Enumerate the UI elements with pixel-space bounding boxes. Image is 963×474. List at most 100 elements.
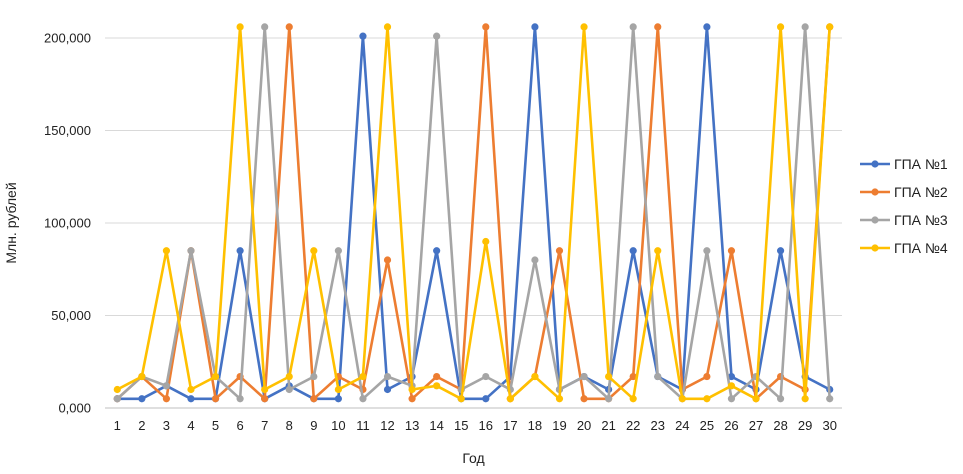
data-point (236, 247, 244, 255)
data-point (138, 395, 146, 403)
x-tick-label: 18 (528, 418, 542, 433)
y-tick-label: 200,000 (44, 31, 91, 46)
data-point (261, 385, 269, 394)
data-point (383, 23, 392, 31)
x-tick-label: 2 (138, 418, 145, 433)
legend-item: ГПА №4 (860, 240, 948, 256)
data-point (383, 256, 392, 264)
data-point (703, 395, 711, 403)
data-point (703, 247, 711, 255)
data-point (580, 395, 588, 403)
x-tick-label: 1 (114, 418, 121, 433)
series-line (116, 25, 832, 401)
data-point (580, 23, 588, 31)
data-point (187, 385, 195, 394)
x-tick-label: 15 (454, 418, 468, 433)
y-axis-ticks: 0,000 50,000 100,000 150,000 200,000 (44, 31, 91, 416)
data-point (334, 247, 342, 255)
data-point (531, 256, 539, 264)
y-tick-label: 50,000 (51, 308, 91, 323)
x-tick-label: 5 (212, 418, 219, 433)
data-point (555, 247, 564, 255)
data-point (482, 23, 490, 31)
data-point (359, 32, 367, 40)
data-point (261, 395, 269, 403)
data-point (629, 23, 637, 31)
x-tick-label: 24 (675, 418, 689, 433)
data-point (506, 395, 514, 403)
data-point (211, 372, 220, 381)
data-point (408, 385, 416, 394)
data-point (531, 372, 539, 381)
x-tick-label: 12 (380, 418, 394, 433)
data-point (285, 372, 293, 381)
data-point (113, 385, 121, 394)
data-point (482, 237, 490, 246)
x-tick-label: 17 (503, 418, 517, 433)
data-point (605, 372, 613, 381)
x-tick-label: 29 (798, 418, 812, 433)
data-point (162, 247, 171, 255)
series-2 (113, 23, 834, 403)
data-point (629, 247, 637, 255)
data-point (334, 395, 342, 403)
x-tick-label: 7 (261, 418, 268, 433)
x-tick-label: 25 (700, 418, 714, 433)
legend-label: ГПА №2 (894, 184, 948, 200)
data-point (629, 395, 637, 403)
data-point (187, 247, 195, 255)
x-tick-label: 23 (651, 418, 665, 433)
data-point (752, 395, 760, 403)
data-point (605, 395, 613, 403)
data-point (236, 395, 244, 403)
data-point (580, 372, 588, 381)
series-4 (113, 23, 834, 403)
data-point (310, 247, 318, 255)
data-point (826, 23, 834, 31)
data-point (776, 247, 785, 255)
data-point (654, 372, 662, 381)
x-tick-label: 10 (331, 418, 345, 433)
data-point (826, 395, 834, 403)
data-point (285, 23, 293, 31)
legend-item: ГПА №3 (860, 212, 948, 228)
y-axis-title: Млн. рублей (3, 182, 19, 263)
x-tick-label: 16 (479, 418, 493, 433)
x-tick-label: 11 (356, 418, 370, 433)
x-tick-label: 22 (626, 418, 640, 433)
x-axis-title: Год (462, 450, 484, 466)
data-point (211, 395, 220, 403)
data-point (433, 247, 441, 255)
x-tick-label: 21 (601, 418, 615, 433)
x-tick-label: 8 (286, 418, 293, 433)
x-tick-label: 14 (429, 418, 443, 433)
x-tick-label: 6 (236, 418, 243, 433)
data-point (433, 382, 441, 390)
data-point (236, 23, 244, 31)
data-point (162, 382, 171, 390)
x-tick-label: 9 (310, 418, 317, 433)
data-point (531, 23, 539, 31)
data-point (138, 372, 146, 381)
data-point (776, 395, 785, 403)
data-point (359, 372, 367, 381)
data-point (801, 395, 809, 403)
data-point (654, 247, 662, 255)
series-line (116, 25, 832, 401)
legend-label: ГПА №4 (894, 240, 948, 256)
data-point (703, 372, 711, 381)
x-tick-label: 13 (405, 418, 419, 433)
data-point (187, 395, 195, 403)
data-point (727, 382, 736, 390)
x-tick-label: 4 (187, 418, 194, 433)
x-tick-label: 28 (773, 418, 787, 433)
data-point (433, 32, 441, 40)
x-tick-label: 20 (577, 418, 591, 433)
data-point (457, 395, 465, 403)
data-point (555, 395, 564, 403)
data-point (285, 385, 293, 394)
data-point (310, 372, 318, 381)
data-point (482, 372, 490, 381)
legend-label: ГПА №3 (894, 212, 948, 228)
